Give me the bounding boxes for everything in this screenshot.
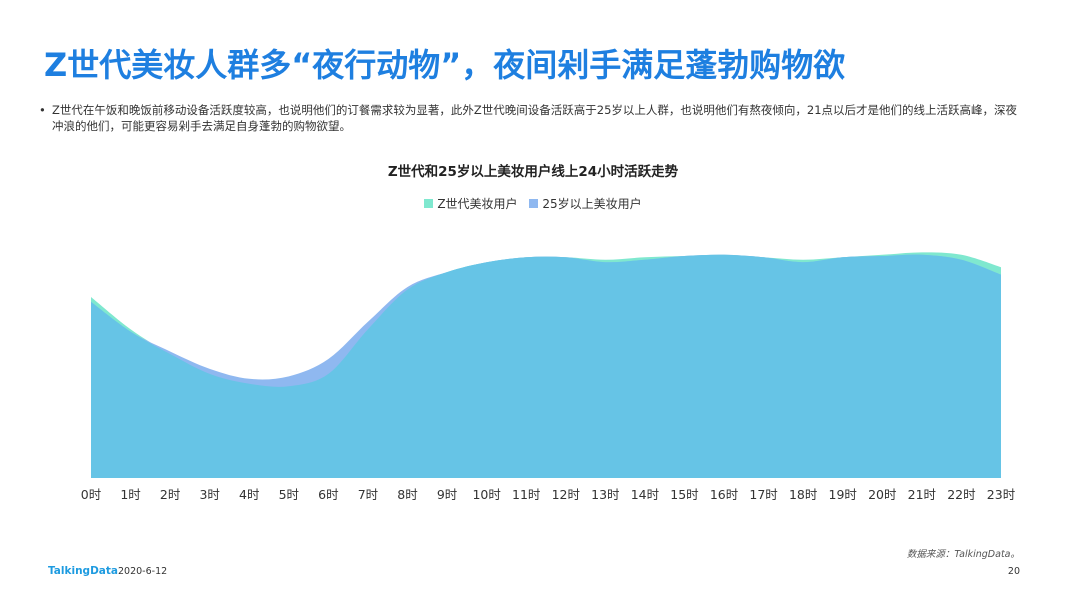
x-tick-label: 15时 [670, 487, 699, 502]
x-tick-label: 8时 [397, 487, 418, 502]
x-tick-label: 20时 [868, 487, 897, 502]
x-tick-label: 5时 [279, 487, 300, 502]
report-date: 2020-6-12 [118, 566, 168, 577]
legend-item-z-gen: Z世代美妆用户 [424, 195, 518, 212]
x-tick-label: 6时 [318, 487, 339, 502]
x-tick-label: 1时 [120, 487, 141, 502]
chart-title: Z世代和25岁以上美妆用户线上24小时活跃走势 [387, 164, 679, 180]
x-tick-label: 12时 [552, 487, 581, 502]
description-paragraph: • Z世代在午饭和晚饭前移动设备活跃度较高，也说明他们的订餐需求较为显著，此外Z… [39, 102, 1022, 134]
legend-swatch-z-gen [424, 199, 434, 208]
description-text: Z世代在午饭和晚饭前移动设备活跃度较高，也说明他们的订餐需求较为显著，此外Z世代… [52, 103, 1018, 133]
x-tick-label: 22时 [947, 487, 976, 502]
x-tick-label: 19时 [829, 487, 858, 502]
x-tick-label: 14时 [631, 487, 660, 502]
x-tick-label: 23时 [987, 487, 1016, 502]
x-tick-label: 3时 [199, 487, 220, 502]
data-source: 数据来源：TalkingData。 [906, 549, 1020, 560]
bullet-icon: • [39, 103, 46, 117]
chart-legend: Z世代美妆用户 25岁以上美妆用户 [0, 195, 1066, 212]
x-tick-label: 11时 [512, 487, 541, 502]
x-tick-label: 7时 [358, 487, 379, 502]
page-title: Z世代美妆人群多“夜行动物”，夜间剁手满足蓬勃购物欲 [44, 46, 846, 84]
x-tick-label: 0时 [81, 487, 102, 502]
area-overlap [91, 254, 1001, 478]
x-tick-label: 4时 [239, 487, 260, 502]
x-tick-label: 17时 [749, 487, 778, 502]
x-tick-label: 21时 [908, 487, 937, 502]
legend-label-over-25: 25岁以上美妆用户 [542, 197, 642, 211]
legend-swatch-over-25 [529, 199, 539, 208]
x-tick-label: 9时 [437, 487, 458, 502]
legend-item-over-25: 25岁以上美妆用户 [529, 195, 642, 212]
page-number: 20 [1007, 566, 1020, 577]
x-tick-label: 2时 [160, 487, 181, 502]
x-tick-label: 18时 [789, 487, 818, 502]
x-tick-label: 16时 [710, 487, 739, 502]
talkingdata-logo: TalkingData [48, 565, 118, 577]
x-tick-label: 10时 [472, 487, 501, 502]
legend-label-z-gen: Z世代美妆用户 [437, 197, 518, 211]
x-tick-label: 13时 [591, 487, 620, 502]
